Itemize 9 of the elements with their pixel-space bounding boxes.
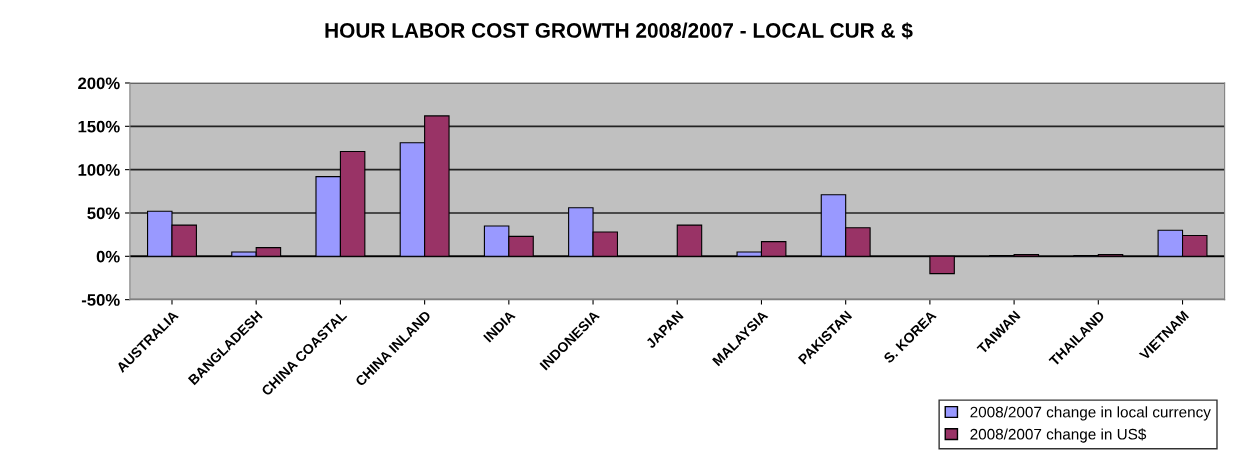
legend-label: 2008/2007 change in US$	[970, 428, 1147, 443]
y-tick-label: 150%	[78, 120, 120, 133]
y-tick-label: 100%	[78, 164, 120, 176]
y-tick-label: 200%	[78, 77, 120, 90]
y-tick-label: -50%	[81, 294, 120, 306]
y-tick-label: 0%	[96, 250, 120, 263]
chart-title: HOUR LABOR COST GROWTH 2008/2007 - LOCAL CUR & $	[325, 22, 913, 40]
legend-label: 2008/2007 change in local currency	[970, 406, 1211, 421]
y-tick-label: 50%	[87, 207, 120, 220]
